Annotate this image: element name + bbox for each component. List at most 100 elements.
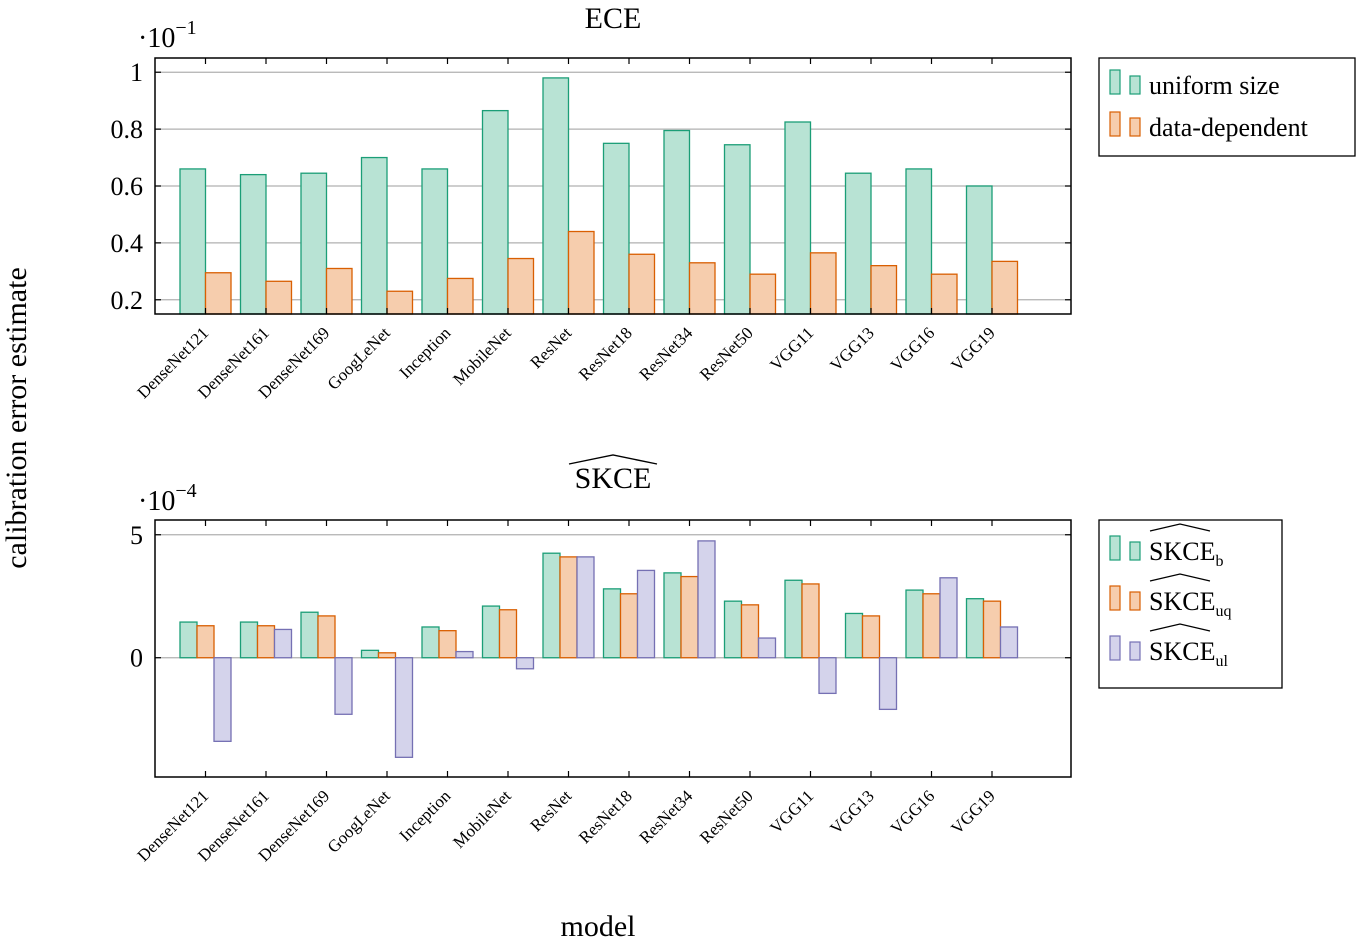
bar <box>844 172 872 315</box>
bar <box>196 625 215 659</box>
axis-multiplier-exponent: −4 <box>175 480 196 502</box>
bar <box>844 612 864 659</box>
legend-label-subscript: b <box>1215 553 1223 570</box>
axis-multiplier-exponent: −1 <box>175 17 196 39</box>
x-tick-label: GoogLeNet <box>324 323 394 393</box>
y-tick-label: 5 <box>130 521 143 550</box>
bar <box>455 650 474 659</box>
x-tick-label: VGG13 <box>826 323 878 375</box>
y-tick-label: 0.2 <box>111 286 144 315</box>
x-tick-label: ResNet18 <box>575 786 636 847</box>
bar <box>749 273 777 315</box>
legend-label: SKCEb <box>1149 537 1223 570</box>
y-tick-label: 0 <box>130 644 143 673</box>
bar <box>360 649 380 659</box>
bar <box>507 257 535 315</box>
bar <box>559 556 578 659</box>
bar <box>602 588 622 659</box>
x-tick-label: ResNet50 <box>696 786 757 847</box>
bar <box>567 230 595 315</box>
legend-swatch <box>1129 591 1141 611</box>
bar <box>438 630 457 659</box>
x-tick-label: VGG11 <box>766 323 817 374</box>
legend-swatch <box>1129 541 1141 561</box>
ece-chart: ECE·10−10.20.40.60.81DenseNet121DenseNet… <box>111 2 1356 402</box>
bar <box>905 589 924 659</box>
x-tick-label: VGG11 <box>766 786 817 837</box>
bar <box>723 144 751 315</box>
bar <box>619 593 639 659</box>
chart-title: SKCE <box>575 462 652 495</box>
legend-label: SKCEul <box>1149 637 1228 670</box>
x-tick-label: Inception <box>395 323 454 382</box>
bar <box>273 628 293 659</box>
bar <box>481 109 509 315</box>
bar <box>801 583 820 659</box>
bar <box>688 262 716 315</box>
x-tick-label: ResNet <box>527 786 576 835</box>
legend-hat-accent <box>1149 573 1211 582</box>
legend-swatch <box>1109 535 1121 561</box>
legend-hat-accent <box>1149 623 1211 632</box>
bar <box>991 260 1019 315</box>
bar <box>982 600 1002 659</box>
bar <box>680 575 699 659</box>
bar <box>922 593 941 659</box>
axis-multiplier: ·10−1 <box>138 17 197 54</box>
bar <box>697 540 716 659</box>
bar <box>179 621 198 659</box>
legend-label-name: uniform size <box>1149 71 1280 100</box>
bar <box>870 264 898 315</box>
legend-label-subscript: uq <box>1215 603 1231 620</box>
bar <box>636 569 656 659</box>
legend-label-name: SKCE <box>1149 587 1215 616</box>
axis-multiplier: ·10−4 <box>138 480 197 517</box>
bar <box>628 253 656 315</box>
bar <box>377 652 397 659</box>
x-tick-label: VGG13 <box>826 786 878 838</box>
x-tick-label: ResNet34 <box>635 786 696 847</box>
bar <box>300 172 328 315</box>
y-tick-label: 0.4 <box>111 229 144 258</box>
bar <box>421 168 449 315</box>
bar <box>239 173 267 315</box>
bar <box>265 280 293 315</box>
legend-label-name: data-dependent <box>1149 113 1309 142</box>
bar <box>861 615 881 659</box>
x-tick-label: VGG16 <box>887 786 939 838</box>
legend-swatch <box>1129 117 1141 137</box>
bar <box>421 626 440 659</box>
legend-label: data-dependent <box>1149 113 1309 142</box>
legend-label-name: SKCE <box>1149 537 1215 566</box>
bar <box>576 556 595 659</box>
x-tick-label: ResNet34 <box>635 323 696 384</box>
axis-multiplier-base: ·10 <box>138 23 175 54</box>
bar <box>394 657 414 758</box>
legend-item: uniform size <box>1109 69 1280 100</box>
legend-item: SKCEb <box>1109 523 1223 570</box>
x-tick-label: VGG19 <box>947 786 999 838</box>
bar <box>602 142 630 315</box>
bar <box>818 657 837 695</box>
legend-label: SKCEuq <box>1149 587 1231 620</box>
bar <box>386 290 414 315</box>
bar <box>481 605 501 659</box>
bar <box>965 598 985 659</box>
legend-swatch <box>1129 75 1141 95</box>
bar <box>515 657 535 670</box>
bar <box>334 657 353 715</box>
bar <box>930 273 958 315</box>
x-tick-label: VGG19 <box>947 323 999 375</box>
bar <box>723 600 743 659</box>
bar <box>542 552 561 659</box>
bar <box>498 609 518 659</box>
axis-multiplier-base: ·10 <box>138 486 175 517</box>
legend-item: data-dependent <box>1109 111 1309 142</box>
y-tick-label: 0.8 <box>111 115 144 144</box>
x-tick-label: VGG16 <box>887 323 939 375</box>
x-tick-label: ResNet18 <box>575 323 636 384</box>
bar <box>939 577 958 659</box>
x-tick-label: ResNet50 <box>696 323 757 384</box>
legend-swatch <box>1109 111 1121 137</box>
